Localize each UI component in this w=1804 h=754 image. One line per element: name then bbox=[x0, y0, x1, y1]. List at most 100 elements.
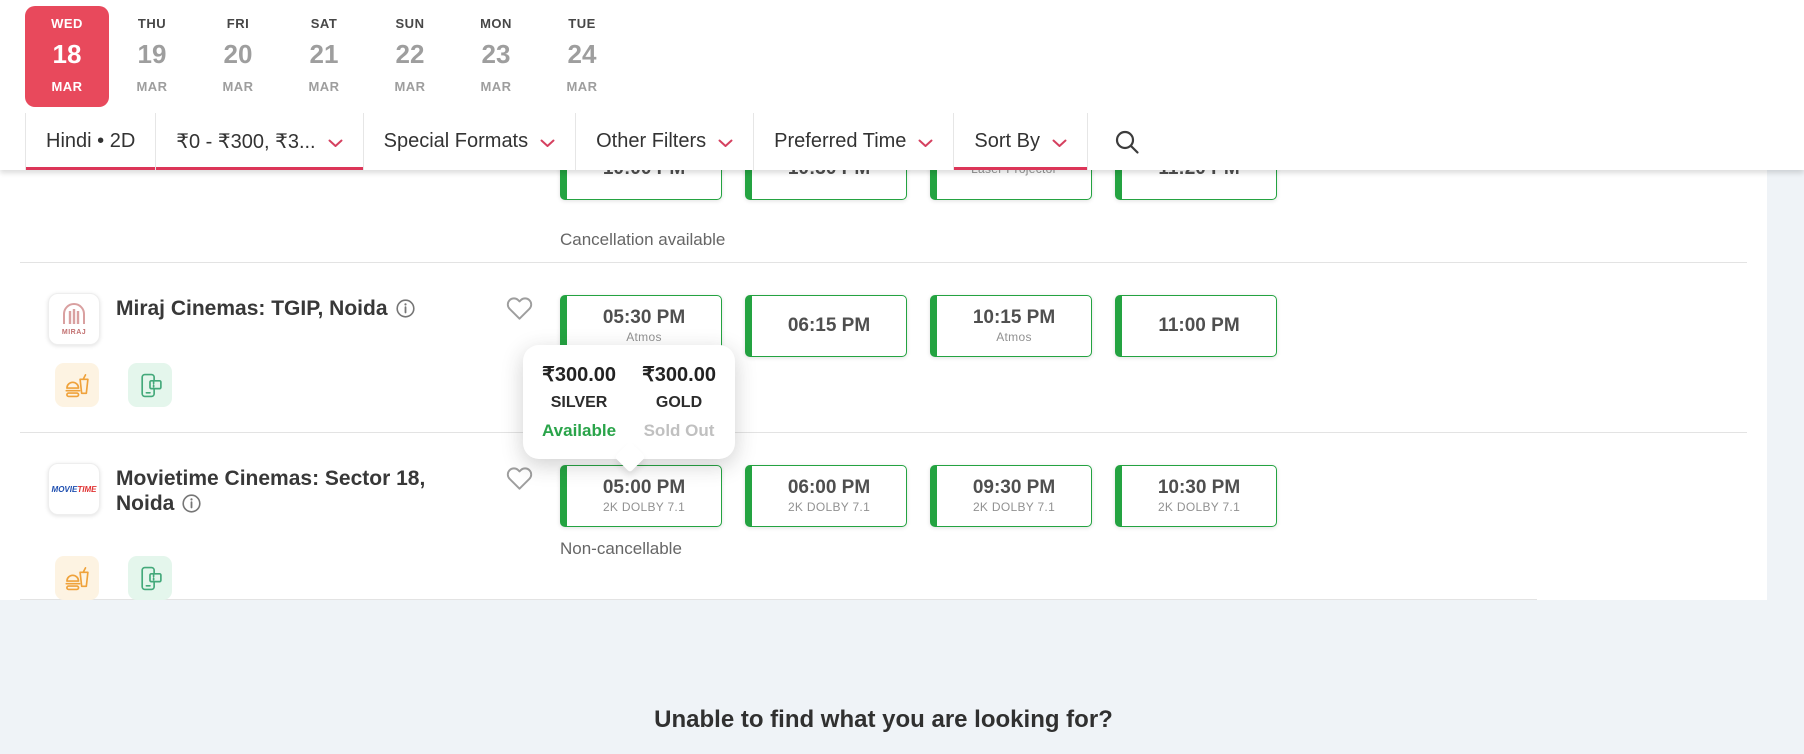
cinema-badges bbox=[55, 556, 172, 600]
date-month: MAR bbox=[480, 79, 512, 94]
filter-preferred-time[interactable]: Preferred Time bbox=[753, 113, 953, 170]
date-chip[interactable]: FRI 20 MAR bbox=[195, 6, 281, 107]
showtime-group: 05:00 PM 2K DOLBY 7.1 06:00 PM 2K DOLBY … bbox=[560, 465, 1277, 527]
date-month: MAR bbox=[222, 79, 254, 94]
mticket-icon bbox=[140, 373, 162, 397]
showtime-time: 06:00 PM bbox=[787, 477, 871, 498]
date-day: FRI bbox=[226, 16, 250, 31]
date-number: 22 bbox=[395, 39, 425, 69]
info-icon[interactable] bbox=[395, 299, 415, 324]
favorite-button[interactable] bbox=[506, 293, 560, 326]
filter-label: Other Filters bbox=[596, 130, 707, 152]
filter-language-format[interactable]: Hindi • 2D bbox=[25, 113, 155, 170]
showtime-time: 09:30 PM bbox=[972, 477, 1056, 498]
date-day: THU bbox=[137, 16, 167, 31]
heart-icon bbox=[506, 467, 533, 490]
showtime-time: 06:15 PM bbox=[787, 315, 871, 336]
date-month: MAR bbox=[308, 79, 340, 94]
date-chip[interactable]: THU 19 MAR bbox=[109, 6, 195, 107]
date-chip-selected[interactable]: WED 18 MAR bbox=[25, 6, 109, 107]
favorite-button[interactable] bbox=[506, 463, 560, 496]
miraj-logo-icon bbox=[63, 303, 85, 324]
showtime-group: 05:30 PM Atmos 06:15 PM 10:15 PM Atmos bbox=[560, 295, 1277, 357]
cinema-info: MIRAJ Miraj Cinemas: TGIP, Noida bbox=[48, 293, 506, 345]
cinema-logo-text: MIRAJ bbox=[61, 329, 87, 336]
date-number: 24 bbox=[567, 39, 597, 69]
cinema-logo: MOVIETIME bbox=[48, 463, 100, 515]
filter-bar: Hindi • 2D ₹0 - ₹300, ₹3... Special Form… bbox=[0, 113, 1804, 170]
showtime-sublabel: 2K DOLBY 7.1 bbox=[972, 500, 1056, 514]
showtime-sublabel: 2K DOLBY 7.1 bbox=[602, 500, 686, 514]
row-divider bbox=[20, 262, 1747, 263]
chevron-down-icon bbox=[328, 139, 343, 147]
price-tooltip: ₹300.00 SILVER Available ₹300.00 GOLD So… bbox=[523, 345, 735, 473]
tooltip-column: ₹300.00 GOLD Sold Out bbox=[642, 362, 716, 441]
search-icon bbox=[1115, 130, 1139, 154]
ticket-price: ₹300.00 bbox=[642, 364, 716, 386]
date-chip[interactable]: MON 23 MAR bbox=[453, 6, 539, 107]
showtime-time: 05:30 PM bbox=[602, 307, 686, 328]
filter-special-formats[interactable]: Special Formats bbox=[362, 113, 576, 170]
info-icon[interactable] bbox=[182, 494, 201, 519]
date-month: MAR bbox=[136, 79, 168, 94]
food-badge bbox=[55, 556, 99, 600]
date-number: 21 bbox=[309, 39, 339, 69]
showtime-button[interactable]: 10:30 PM 2K DOLBY 7.1 bbox=[1115, 465, 1277, 527]
chevron-down-icon bbox=[918, 139, 933, 147]
header: WED 18 MAR THU 19 MAR FRI 20 MAR SAT 21 … bbox=[0, 0, 1804, 170]
cinema-info: MOVIETIME Movietime Cinemas: Sector 18, … bbox=[48, 463, 506, 519]
showtime-button[interactable]: 06:15 PM bbox=[745, 295, 907, 357]
footer-message: Unable to find what you are looking for? bbox=[654, 706, 1113, 733]
filter-other-filters[interactable]: Other Filters bbox=[575, 113, 753, 170]
tooltip-column: ₹300.00 SILVER Available bbox=[542, 362, 616, 441]
mticket-badge bbox=[128, 363, 172, 407]
ticket-status: Sold Out bbox=[643, 421, 715, 440]
cinema-name-text: Miraj Cinemas: TGIP, Noida bbox=[116, 297, 388, 320]
showtime-button[interactable]: 09:30 PM 2K DOLBY 7.1 bbox=[930, 465, 1092, 527]
list-bottom-border bbox=[20, 599, 1537, 600]
date-day: WED bbox=[51, 16, 83, 31]
showtime-button[interactable]: 06:00 PM 2K DOLBY 7.1 bbox=[745, 465, 907, 527]
date-chip[interactable]: SUN 22 MAR bbox=[367, 6, 453, 107]
date-day: SUN bbox=[395, 16, 425, 31]
ticket-tier: SILVER bbox=[550, 394, 608, 411]
cancellation-note: Non-cancellable bbox=[560, 539, 682, 558]
cinema-row-miraj: MIRAJ Miraj Cinemas: TGIP, Noida 05:30 P… bbox=[0, 263, 1767, 432]
date-month: MAR bbox=[394, 79, 426, 94]
showtime-time: 10:15 PM bbox=[972, 307, 1056, 328]
search-button[interactable] bbox=[1088, 113, 1166, 170]
showtime-button[interactable]: 10:15 PM Atmos bbox=[930, 295, 1092, 357]
ticket-tier: GOLD bbox=[655, 394, 703, 411]
date-chip[interactable]: TUE 24 MAR bbox=[539, 6, 625, 107]
cinema-name: Miraj Cinemas: TGIP, Noida bbox=[116, 293, 415, 345]
cinema-row-movietime: MOVIETIME Movietime Cinemas: Sector 18, … bbox=[0, 433, 1767, 600]
showtime-sublabel: Atmos bbox=[626, 330, 662, 344]
showtime-time: 10:30 PM bbox=[1157, 477, 1241, 498]
food-icon bbox=[64, 566, 89, 590]
filter-sort-by[interactable]: Sort By bbox=[953, 113, 1088, 170]
filter-label: Sort By bbox=[974, 130, 1040, 152]
date-day: TUE bbox=[568, 16, 596, 31]
footer-area: Unable to find what you are looking for? bbox=[0, 600, 1767, 734]
cinema-row-partial: 10:00 PM 10:30 PM Laser Projector 1 bbox=[0, 138, 1767, 262]
date-number: 18 bbox=[52, 39, 82, 69]
cancellation-note: Cancellation available bbox=[560, 230, 726, 249]
cinema-logo-text: MOVIETIME bbox=[51, 484, 97, 494]
date-number: 19 bbox=[137, 39, 167, 69]
food-badge bbox=[55, 363, 99, 407]
showtime-button[interactable]: 11:00 PM bbox=[1115, 295, 1277, 357]
showtime-sublabel: 2K DOLBY 7.1 bbox=[1157, 500, 1241, 514]
showtime-time: 05:00 PM bbox=[602, 477, 686, 498]
mticket-badge bbox=[128, 556, 172, 600]
chevron-down-icon bbox=[540, 139, 555, 147]
chevron-down-icon bbox=[718, 139, 733, 147]
filter-label: Special Formats bbox=[383, 130, 529, 152]
date-day: SAT bbox=[310, 16, 338, 31]
showtime-button[interactable]: 05:00 PM 2K DOLBY 7.1 bbox=[560, 465, 722, 527]
date-chip[interactable]: SAT 21 MAR bbox=[281, 6, 367, 107]
filter-label: ₹0 - ₹300, ₹3... bbox=[176, 131, 316, 153]
cinema-name: Movietime Cinemas: Sector 18, Noida bbox=[116, 463, 425, 519]
filter-price[interactable]: ₹0 - ₹300, ₹3... bbox=[155, 113, 362, 170]
showtime-sublabel: 2K DOLBY 7.1 bbox=[787, 500, 871, 514]
main-content: 10:00 PM 10:30 PM Laser Projector 1 bbox=[0, 138, 1804, 734]
